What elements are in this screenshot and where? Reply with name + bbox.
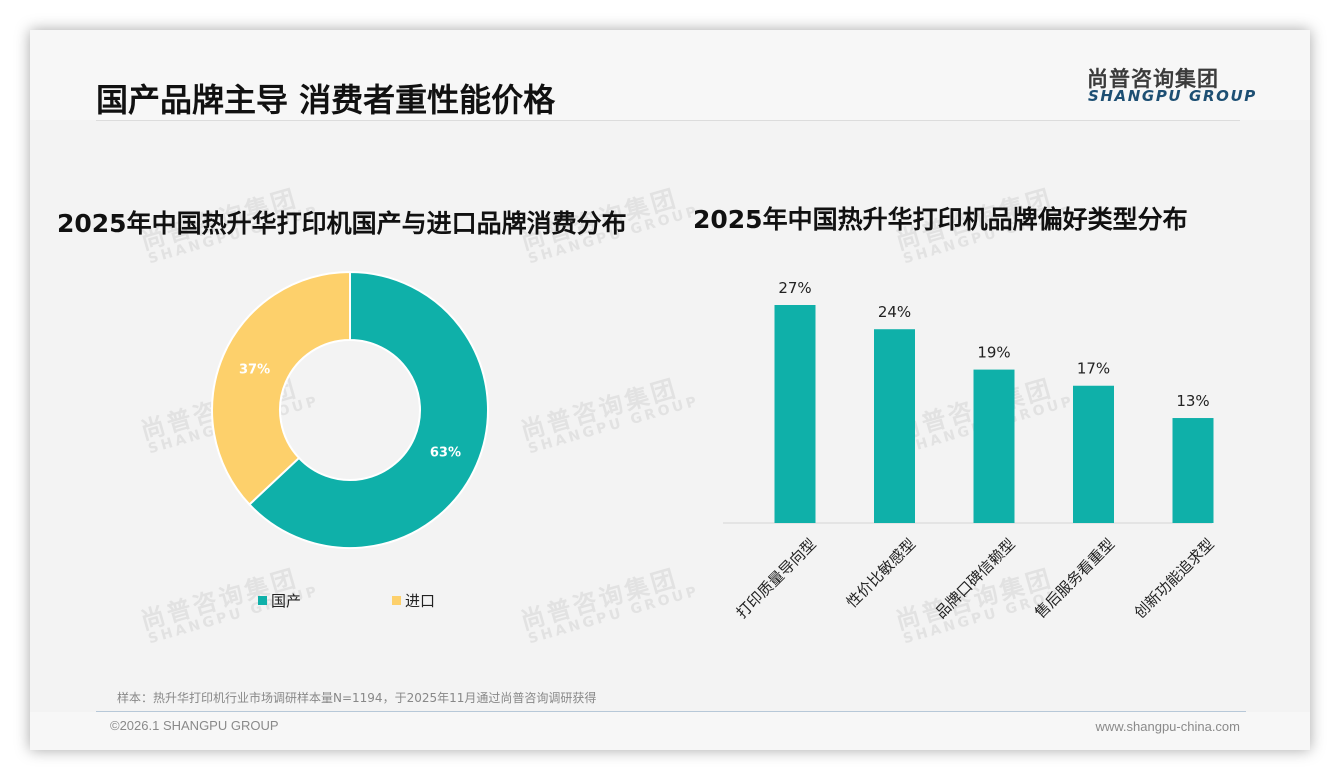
logo-cn: 尚普咨询集团 — [1087, 67, 1219, 91]
sample-note: 样本：热升华打印机行业市场调研样本量N=1194，于2025年11月通过尚普咨询… — [117, 691, 597, 705]
footer-band — [30, 712, 1310, 750]
bar — [1073, 385, 1114, 523]
donut-slice-domestic — [247, 270, 489, 549]
category-label: 打印质量导向型 — [733, 535, 820, 622]
bar-data-label: 17% — [1077, 360, 1110, 378]
category-label: 创新功能追求型 — [1131, 535, 1218, 622]
slide: 国产品牌主导 消费者重性能价格 尚普咨询集团 SHANGPU GROUP 尚普咨… — [30, 30, 1310, 750]
category-label: 品牌口碑信赖型 — [932, 535, 1019, 622]
title-divider — [96, 120, 1240, 121]
donut-chart: 63% 37% — [210, 270, 490, 550]
bar-data-label: 27% — [778, 279, 811, 297]
bar — [1172, 418, 1214, 523]
legend-swatch-domestic — [258, 596, 267, 605]
category-label: 性价比敏感型 — [843, 535, 919, 611]
donut-data-label: 63% — [430, 445, 461, 460]
legend-item-import: 进口 — [392, 590, 435, 611]
logo-en: SHANGPU GROUP — [1088, 87, 1257, 105]
copyright: ©2026.1 SHANGPU GROUP — [110, 718, 279, 733]
category-label: 售后服务看重型 — [1031, 535, 1118, 622]
bar — [874, 329, 915, 523]
donut-chart-title: 2025年中国热升华打印机国产与进口品牌消费分布 — [57, 209, 627, 238]
website-link[interactable]: www.shangpu-china.com — [1095, 719, 1240, 734]
donut-data-label: 37% — [239, 363, 270, 378]
donut-slice-import — [211, 270, 351, 506]
footer-divider — [96, 711, 1246, 712]
legend-swatch-import — [392, 596, 401, 605]
bar-chart: 27% 打印质量导向型 24% 性价比敏感型 19% 品牌口碑信赖型 17% 售后服务看重型 1… — [690, 270, 1250, 690]
bar-data-label: 24% — [878, 303, 911, 321]
header-band — [30, 30, 1310, 120]
legend-item-domestic: 国产 — [258, 590, 301, 611]
bar — [973, 369, 1015, 523]
page-title: 国产品牌主导 消费者重性能价格 — [96, 81, 556, 119]
bar — [774, 305, 816, 523]
bar-data-label: 13% — [1176, 392, 1209, 410]
bar-chart-title: 2025年中国热升华打印机品牌偏好类型分布 — [693, 205, 1188, 234]
bar-data-label: 19% — [977, 344, 1010, 362]
